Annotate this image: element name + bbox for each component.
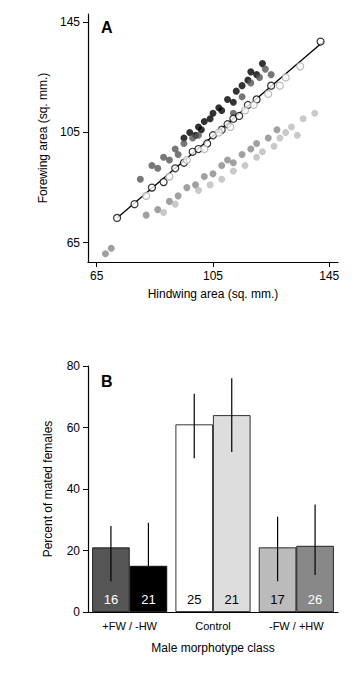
svg-text:17: 17 <box>270 592 284 607</box>
svg-text:65: 65 <box>90 269 104 283</box>
svg-text:40: 40 <box>67 482 81 496</box>
svg-text:21: 21 <box>141 592 155 607</box>
svg-text:25: 25 <box>187 592 201 607</box>
svg-text:Forewing area (sq. mm.): Forewing area (sq. mm.) <box>36 73 50 204</box>
svg-text:80: 80 <box>67 359 81 373</box>
svg-text:Percent of mated females: Percent of mated females <box>41 421 55 558</box>
svg-text:Hindwing area (sq. mm.): Hindwing area (sq. mm.) <box>148 287 279 301</box>
svg-text:-FW / +HW: -FW / +HW <box>269 620 324 632</box>
svg-text:16: 16 <box>104 592 118 607</box>
svg-text:20: 20 <box>67 544 81 558</box>
svg-text:Male morphotype class: Male morphotype class <box>151 641 274 655</box>
svg-text:21: 21 <box>225 592 239 607</box>
svg-text:65: 65 <box>67 236 81 250</box>
svg-text:145: 145 <box>60 15 80 29</box>
svg-text:105: 105 <box>203 269 223 283</box>
svg-text:26: 26 <box>308 592 322 607</box>
svg-text:+FW / -HW: +FW / -HW <box>102 620 157 632</box>
svg-text:0: 0 <box>73 605 80 619</box>
svg-text:145: 145 <box>319 269 339 283</box>
svg-text:A: A <box>101 19 113 36</box>
svg-text:105: 105 <box>60 125 80 139</box>
svg-text:Control: Control <box>195 620 230 632</box>
svg-text:B: B <box>101 373 113 390</box>
svg-text:60: 60 <box>67 421 81 435</box>
